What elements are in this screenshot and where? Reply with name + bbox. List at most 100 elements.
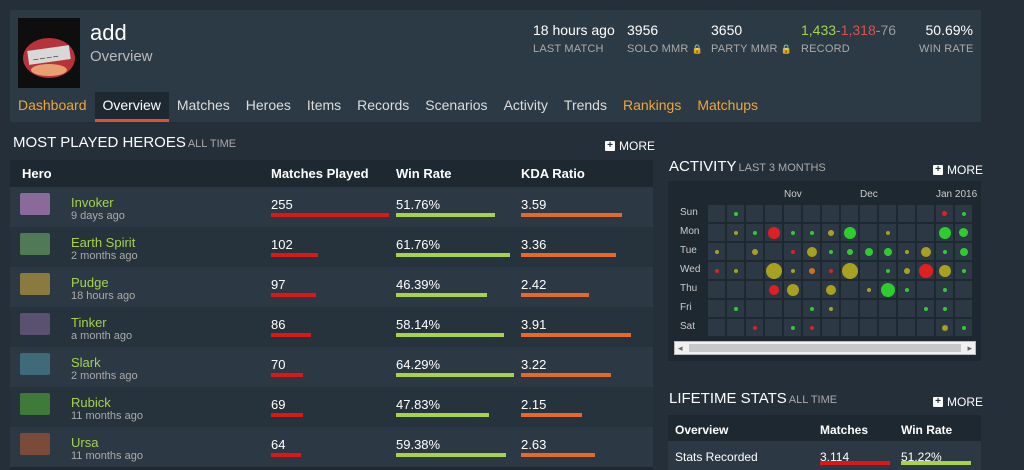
activity-dot[interactable] — [786, 283, 799, 296]
activity-dot[interactable] — [828, 306, 833, 311]
activity-dot[interactable] — [808, 267, 815, 274]
activity-dot[interactable] — [918, 263, 933, 278]
activity-cell[interactable] — [879, 300, 896, 317]
activity-cell[interactable] — [879, 319, 896, 336]
avatar[interactable]: ~~~~ — [18, 18, 80, 88]
activity-cell[interactable] — [841, 205, 858, 222]
activity-dot[interactable] — [846, 248, 853, 255]
activity-dot[interactable] — [765, 262, 782, 279]
activity-scrollbar[interactable]: ◂ ▸ — [674, 341, 976, 355]
activity-dot[interactable] — [790, 325, 795, 330]
activity-cell[interactable] — [822, 319, 839, 336]
activity-cell[interactable] — [708, 281, 725, 298]
activity-dot[interactable] — [959, 247, 968, 256]
tab-trends[interactable]: Trends — [563, 97, 607, 113]
activity-cell[interactable] — [746, 262, 763, 279]
activity-dot[interactable] — [904, 287, 909, 292]
activity-more-button[interactable]: + MORE — [933, 163, 983, 177]
activity-dot[interactable] — [942, 249, 947, 254]
activity-cell[interactable] — [860, 205, 877, 222]
activity-dot[interactable] — [864, 247, 873, 256]
activity-dot[interactable] — [961, 325, 966, 330]
table-row[interactable]: Invoker 9 days ago 255 51.76% 3.59 — [10, 187, 653, 227]
activity-dot[interactable] — [733, 306, 738, 311]
scroll-right-icon[interactable]: ▸ — [967, 343, 972, 353]
table-row[interactable]: Pudge 18 hours ago 97 46.39% 2.42 — [10, 267, 653, 307]
activity-cell[interactable] — [860, 262, 877, 279]
hero-icon[interactable] — [20, 353, 50, 375]
hero-icon[interactable] — [20, 313, 50, 335]
tab-heroes[interactable]: Heroes — [245, 97, 291, 113]
activity-dot[interactable] — [828, 268, 833, 273]
activity-cell[interactable] — [917, 205, 934, 222]
hero-name-link[interactable]: Slark — [71, 355, 101, 370]
activity-dot[interactable] — [790, 249, 795, 254]
tab-scenarios[interactable]: Scenarios — [425, 97, 488, 113]
activity-dot[interactable] — [751, 248, 758, 255]
activity-cell[interactable] — [784, 300, 801, 317]
scroll-left-icon[interactable]: ◂ — [678, 343, 683, 353]
activity-dot[interactable] — [961, 268, 966, 273]
activity-cell[interactable] — [841, 300, 858, 317]
activity-cell[interactable] — [917, 224, 934, 241]
activity-cell[interactable] — [955, 300, 972, 317]
tab-items[interactable]: Items — [306, 97, 342, 113]
table-row[interactable]: Slark 2 months ago 70 64.29% 3.22 — [10, 347, 653, 387]
hero-name-link[interactable]: Pudge — [71, 275, 109, 290]
activity-cell[interactable] — [746, 281, 763, 298]
activity-dot[interactable] — [959, 228, 968, 237]
activity-dot[interactable] — [809, 306, 814, 311]
activity-dot[interactable] — [938, 264, 951, 277]
activity-cell[interactable] — [860, 300, 877, 317]
activity-cell[interactable] — [917, 281, 934, 298]
activity-cell[interactable] — [765, 243, 782, 260]
activity-dot[interactable] — [883, 247, 892, 256]
lifetime-more-button[interactable]: + MORE — [933, 395, 983, 409]
activity-dot[interactable] — [843, 226, 856, 239]
activity-dot[interactable] — [961, 211, 966, 216]
activity-dot[interactable] — [880, 282, 895, 297]
table-row[interactable]: Rubick 11 months ago 69 47.83% 2.15 — [10, 387, 653, 427]
activity-cell[interactable] — [765, 319, 782, 336]
tab-matches[interactable]: Matches — [176, 97, 230, 113]
activity-dot[interactable] — [733, 230, 738, 235]
activity-cell[interactable] — [803, 205, 820, 222]
activity-dot[interactable] — [920, 246, 931, 257]
activity-cell[interactable] — [860, 224, 877, 241]
hero-name-link[interactable]: Earth Spirit — [71, 235, 136, 250]
tab-dashboard[interactable]: Dashboard — [18, 97, 87, 113]
activity-cell[interactable] — [708, 224, 725, 241]
table-row[interactable]: Ursa 11 months ago 64 59.38% 2.63 — [10, 427, 653, 467]
table-row[interactable]: Tinker a month ago 86 58.14% 3.91 — [10, 307, 653, 347]
activity-cell[interactable] — [784, 205, 801, 222]
activity-dot[interactable] — [938, 226, 951, 239]
activity-dot[interactable] — [767, 226, 780, 239]
activity-dot[interactable] — [752, 325, 757, 330]
hero-icon[interactable] — [20, 193, 50, 215]
activity-cell[interactable] — [841, 319, 858, 336]
activity-dot[interactable] — [885, 230, 890, 235]
activity-dot[interactable] — [790, 230, 795, 235]
activity-cell[interactable] — [822, 205, 839, 222]
hero-name-link[interactable]: Tinker — [71, 315, 107, 330]
activity-dot[interactable] — [942, 287, 947, 292]
table-row[interactable]: Earth Spirit 2 months ago 102 61.76% 3.36 — [10, 227, 653, 267]
activity-cell[interactable] — [860, 319, 877, 336]
activity-cell[interactable] — [803, 281, 820, 298]
hero-icon[interactable] — [20, 273, 50, 295]
activity-cell[interactable] — [879, 205, 896, 222]
activity-cell[interactable] — [708, 205, 725, 222]
activity-cell[interactable] — [708, 300, 725, 317]
most-played-more-button[interactable]: + MORE — [605, 139, 655, 153]
activity-dot[interactable] — [733, 268, 738, 273]
activity-dot[interactable] — [825, 284, 836, 295]
activity-cell[interactable] — [708, 319, 725, 336]
activity-dot[interactable] — [714, 268, 719, 273]
activity-dot[interactable] — [768, 284, 779, 295]
activity-dot[interactable] — [923, 306, 928, 311]
tab-rankings[interactable]: Rankings — [622, 97, 682, 113]
activity-dot[interactable] — [752, 230, 757, 235]
activity-dot[interactable] — [941, 324, 948, 331]
activity-cell[interactable] — [765, 300, 782, 317]
activity-dot[interactable] — [827, 229, 834, 236]
